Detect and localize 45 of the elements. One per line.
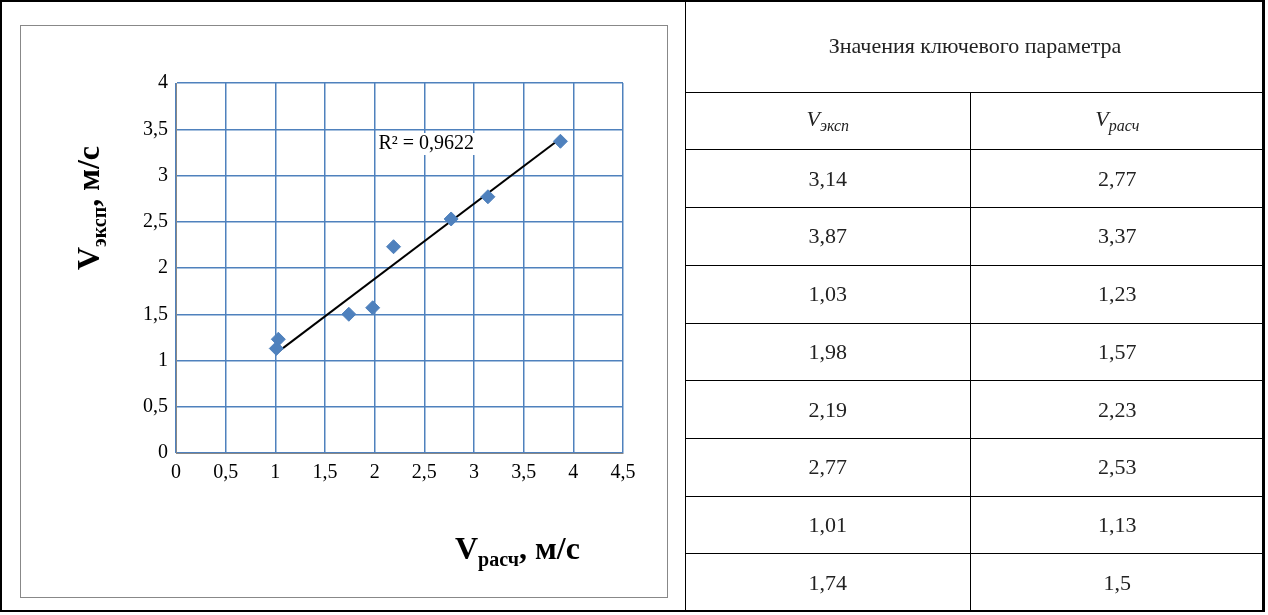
point: [443, 211, 459, 227]
x-tick-label: 1,5: [312, 460, 338, 483]
x-tick-label: 3: [469, 460, 479, 483]
text: V$_{эксп}$: [685, 92, 971, 150]
text: 2,19: [685, 380, 971, 439]
text: 1,01: [685, 496, 971, 554]
x-tick-label: 0,5: [213, 460, 239, 483]
x-tick-label: 3,5: [511, 460, 537, 483]
text: 1,98: [685, 323, 971, 381]
text: 1,23: [970, 265, 1265, 324]
text: V$_{расч}$: [970, 92, 1265, 150]
point: [386, 239, 402, 255]
x-tick-label: 2,5: [411, 460, 437, 483]
y-tick-label: 1,5: [143, 301, 168, 324]
y-tick-label: 3,5: [143, 116, 168, 139]
y-tick-label: 4: [158, 70, 168, 93]
y-tick-label: 2: [158, 255, 168, 278]
y-tick-label: 2,5: [143, 209, 168, 231]
text: 1,5: [970, 553, 1265, 612]
x-tick-label: 1: [270, 460, 281, 483]
point: [365, 300, 381, 316]
text: 2,77: [685, 438, 971, 497]
text: 3,87: [685, 207, 971, 266]
y-tick-label: 3: [158, 162, 168, 185]
point: [341, 306, 357, 322]
x-axis-title: V$_{расч}$, м/с: [455, 530, 580, 572]
text: 1,13: [970, 496, 1265, 554]
text: 3,37: [970, 207, 1265, 266]
text: Значения ключевого параметра: [685, 0, 1265, 93]
annotation: R² = 0,9622: [378, 131, 475, 154]
text: 2,77: [970, 149, 1265, 208]
text: 1,57: [970, 323, 1265, 381]
text: 3,14: [685, 149, 971, 208]
x-tick-label: 4,5: [610, 460, 636, 483]
y-tick-label: 0: [158, 440, 168, 463]
text: 1,03: [685, 265, 971, 324]
text: 1,74: [685, 553, 971, 612]
point: [552, 133, 568, 149]
y-tick-label: 0,5: [143, 394, 168, 416]
y-tick-label: 1: [158, 347, 168, 370]
x-tick-label: 4: [568, 460, 579, 483]
x-tick-label: 2: [369, 460, 380, 483]
point: [480, 189, 496, 205]
text: 2,53: [970, 438, 1265, 497]
text: 2,23: [970, 380, 1265, 439]
